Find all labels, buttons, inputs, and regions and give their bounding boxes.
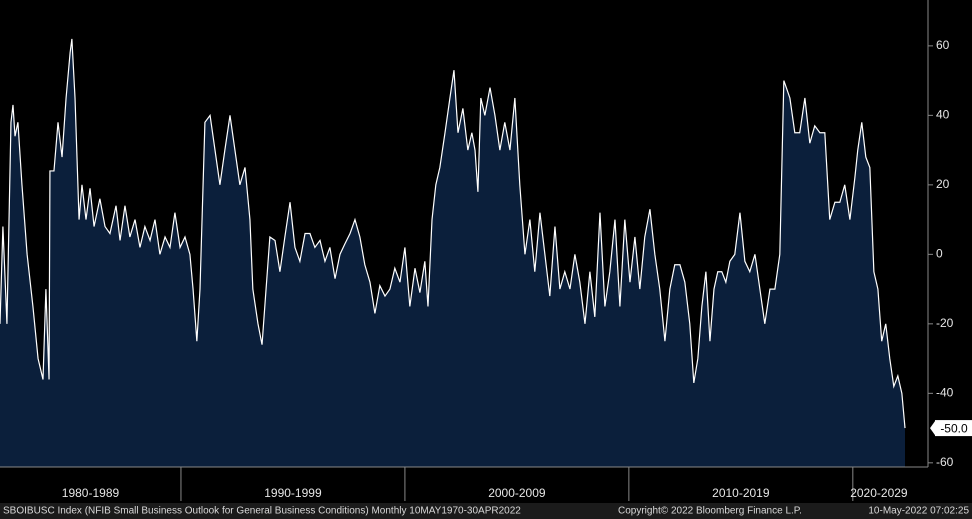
y-tick-label: 20	[936, 177, 950, 191]
footer-mid: Copyright© 2022 Bloomberg Finance L.P.	[618, 506, 802, 517]
x-tick-label: 1980-1989	[62, 486, 120, 500]
last-value-label: -50.0	[940, 421, 968, 435]
area	[0, 38, 905, 468]
y-tick-label: -20	[936, 316, 954, 330]
y-tick-label: -40	[936, 386, 954, 400]
y-tick-label: -60	[936, 455, 954, 469]
footer-bar	[0, 503, 972, 519]
y-tick-label: 60	[936, 38, 950, 52]
footer-left: SBOIBUSC Index (NFIB Small Business Outl…	[3, 506, 521, 517]
x-tick-label: 2010-2019	[712, 486, 770, 500]
x-tick-label: 2020-2029	[850, 486, 908, 500]
last-value-box	[935, 420, 972, 437]
x-tick-label: 2000-2009	[488, 486, 546, 500]
y-tick-label: 0	[936, 247, 943, 261]
footer-right: 10-May-2022 07:02:25	[868, 506, 969, 517]
x-tick-label: 1990-1999	[264, 486, 322, 500]
line	[0, 38, 906, 429]
y-tick-label: 40	[936, 108, 950, 122]
last-value-pointer	[930, 421, 935, 436]
